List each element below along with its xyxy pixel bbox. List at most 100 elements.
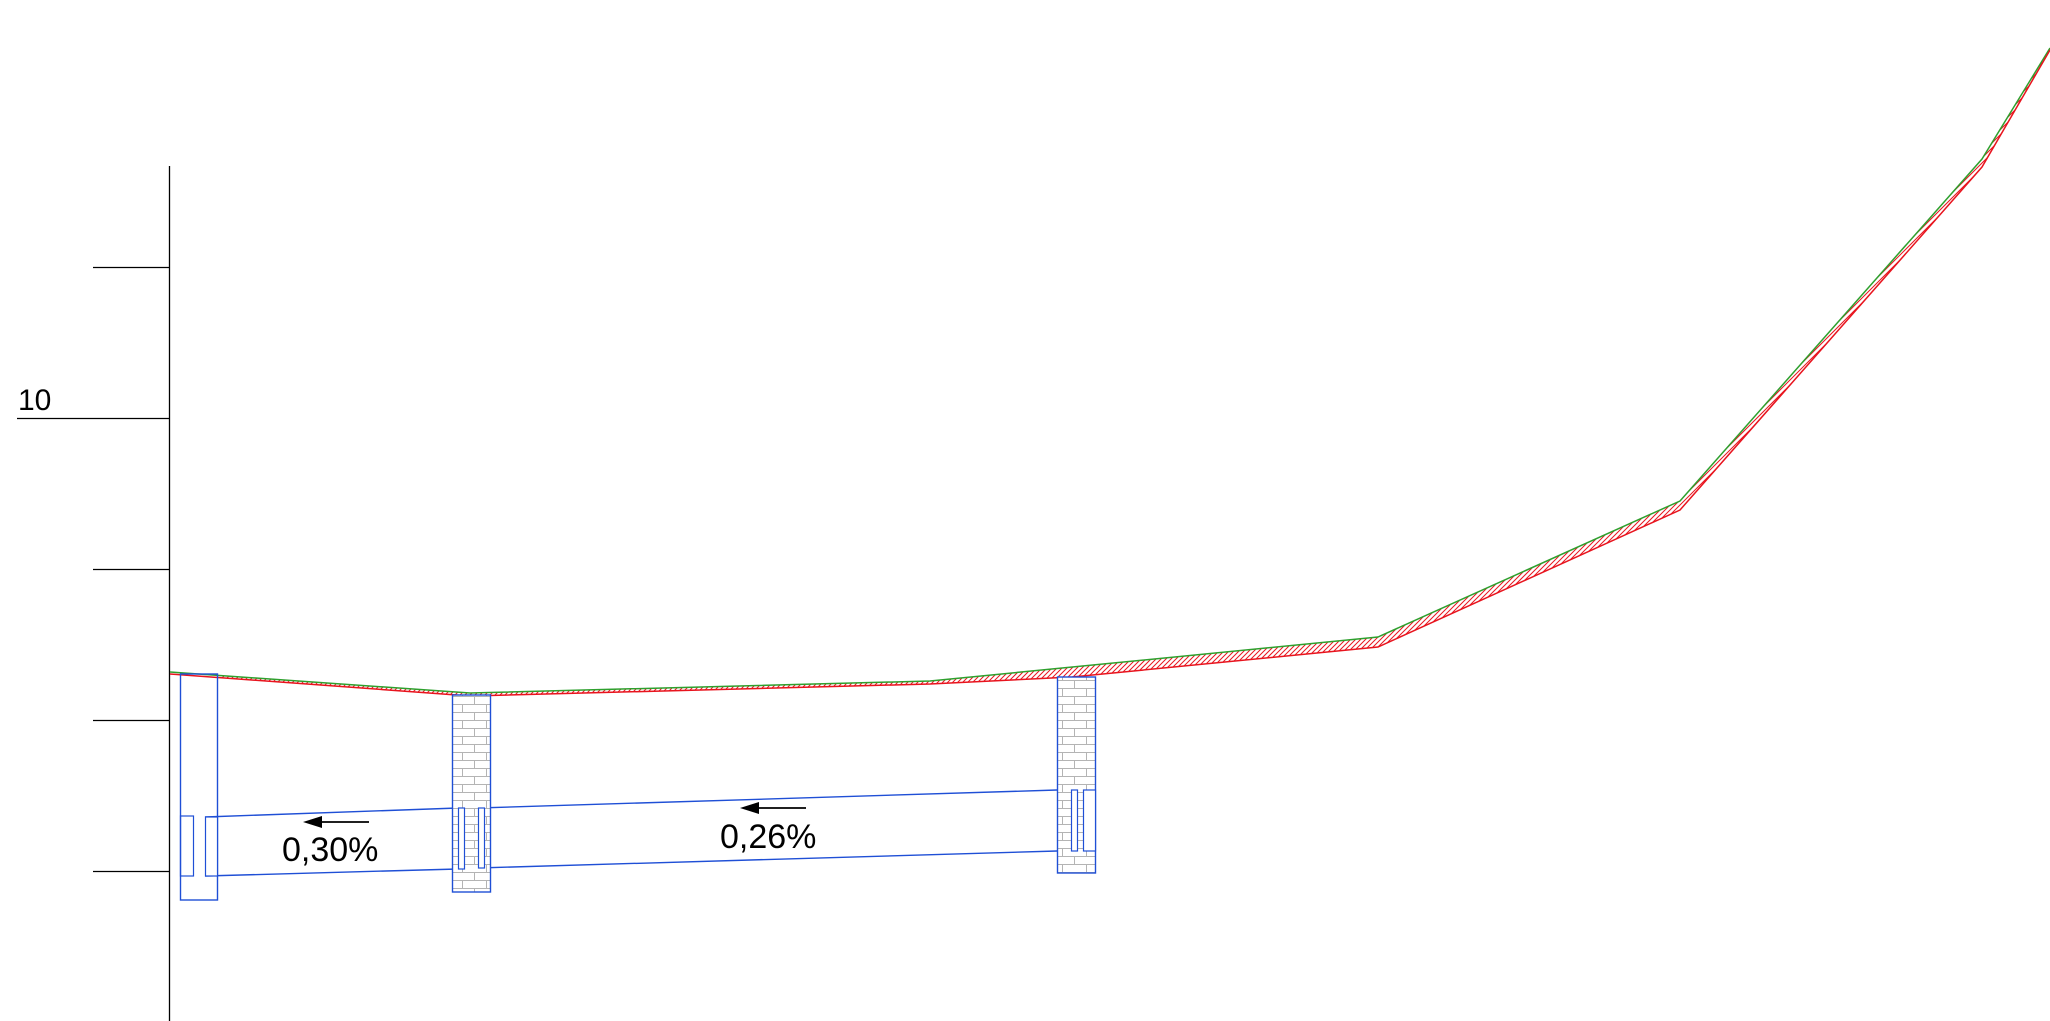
hatch-line	[489, 48, 1191, 696]
hatch-line	[1444, 48, 2050, 696]
hatch-line	[1239, 48, 1941, 696]
hatch-line	[504, 48, 1206, 696]
hatch-line	[994, 48, 1696, 696]
hatch-line	[1209, 48, 1911, 696]
hatch-line	[654, 48, 1356, 696]
hatch-line	[1104, 48, 1806, 696]
hatch-line	[574, 48, 1276, 696]
hatch-line	[394, 48, 1096, 696]
manhole-body	[179, 673, 219, 901]
hatch-line	[1069, 48, 1771, 696]
hatch-line	[524, 48, 1226, 696]
hatch-line	[644, 48, 1346, 696]
hatch-line	[1019, 48, 1721, 696]
hatch-line	[464, 48, 1166, 696]
hatch-line	[439, 48, 1141, 696]
hatch-line	[699, 48, 1401, 696]
hatch-line	[589, 48, 1291, 696]
hatch-line	[1034, 48, 1736, 696]
hatch-line	[1544, 48, 2050, 696]
hatch-line	[1249, 48, 1951, 696]
hatch-line	[454, 48, 1156, 696]
manhole-1	[451, 694, 492, 893]
hatch-line	[949, 48, 1651, 696]
hatch-line	[274, 48, 976, 696]
manhole-pipe-opening	[457, 807, 466, 870]
hatch-line	[1374, 48, 2050, 696]
hatch-line	[619, 48, 1321, 696]
hatch-line	[1114, 48, 1816, 696]
manhole-pipe-opening	[204, 816, 219, 877]
hatch-line	[419, 48, 1121, 696]
slope-annotation-1: 0,30%	[282, 816, 378, 869]
hatch-line	[559, 48, 1261, 696]
hatch-line	[1514, 48, 2050, 696]
hatch-line	[1309, 48, 2011, 696]
hatch-line	[659, 48, 1361, 696]
hatch-line	[684, 48, 1386, 696]
hatch-line	[1559, 48, 2050, 696]
hatch-line	[959, 48, 1661, 696]
terrain-hatch	[199, 48, 2050, 696]
hatch-line	[634, 48, 1336, 696]
hatch-line	[1424, 48, 2050, 696]
hatch-line	[409, 48, 1111, 696]
hatch-line	[1079, 48, 1781, 696]
hatch-line	[929, 48, 1631, 696]
hatch-line	[989, 48, 1691, 696]
hatch-line	[914, 48, 1616, 696]
hatch-line	[1549, 48, 2050, 696]
hatch-line	[1534, 48, 2050, 696]
hatch-line	[1254, 48, 1956, 696]
hatch-line	[734, 48, 1436, 696]
hatch-line	[974, 48, 1676, 696]
hatch-line	[374, 48, 1076, 696]
hatch-line	[494, 48, 1196, 696]
hatch-line	[594, 48, 1296, 696]
hatch-line	[1489, 48, 2050, 696]
hatch-line	[529, 48, 1231, 696]
hatch-line	[1259, 48, 1961, 696]
hatch-line	[299, 48, 1001, 696]
hatch-line	[359, 48, 1061, 696]
hatch-line	[794, 48, 1496, 696]
hatch-line	[1454, 48, 2050, 696]
hatch-line	[869, 48, 1571, 696]
hatch-line	[329, 48, 1031, 696]
hatch-line	[499, 48, 1201, 696]
hatch-line	[724, 48, 1426, 696]
hatch-line	[1094, 48, 1796, 696]
hatch-line	[599, 48, 1301, 696]
hatch-line	[1044, 48, 1746, 696]
hatch-line	[1244, 48, 1946, 696]
hatch-line	[354, 48, 1056, 696]
hatch-line	[319, 48, 1021, 696]
hatch-line	[1354, 48, 2050, 696]
hatch-line	[629, 48, 1331, 696]
hatch-line	[544, 48, 1246, 696]
hatch-line	[214, 48, 916, 696]
hatch-line	[1264, 48, 1966, 696]
hatch-line	[429, 48, 1131, 696]
hatch-line	[229, 48, 931, 696]
hatch-line	[739, 48, 1441, 696]
hatch-line	[1584, 48, 2050, 696]
hatch-line	[1194, 48, 1896, 696]
hatch-line	[534, 48, 1236, 696]
hatch-line	[1409, 48, 2050, 696]
hatch-line	[1569, 48, 2050, 696]
hatch-line	[1359, 48, 2050, 696]
hatch-line	[749, 48, 1451, 696]
hatch-line	[679, 48, 1381, 696]
hatch-line	[1144, 48, 1846, 696]
hatch-line	[999, 48, 1701, 696]
hatch-line	[1289, 48, 1991, 696]
hatch-line	[279, 48, 981, 696]
hatch-line	[859, 48, 1561, 696]
hatch-line	[514, 48, 1216, 696]
hatch-line	[754, 48, 1456, 696]
hatch-line	[304, 48, 1006, 696]
hatch-line	[399, 48, 1101, 696]
hatch-line	[1519, 48, 2050, 696]
hatch-line	[1509, 48, 2050, 696]
